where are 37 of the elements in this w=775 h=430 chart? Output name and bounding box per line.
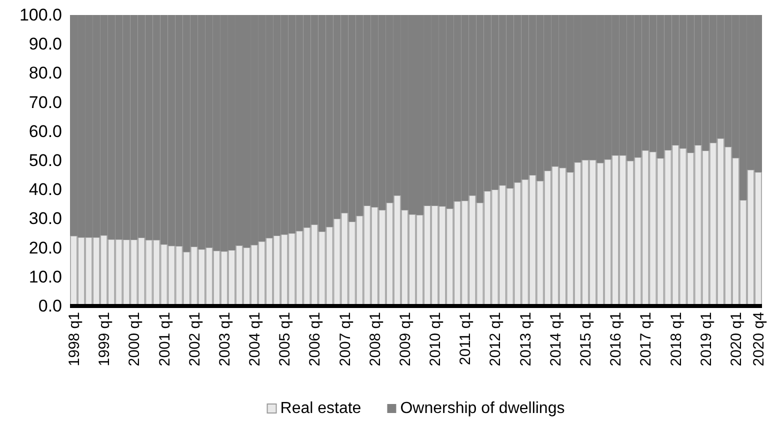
x-tick-label: 2004 q1 — [246, 312, 264, 366]
x-tick-label: 2003 q1 — [216, 312, 234, 366]
x-tick-label: 2000 q1 — [126, 312, 144, 366]
x-tick-label: 2017 q1 — [638, 312, 655, 366]
x-tick-label: 2010 q1 — [427, 312, 444, 366]
x-tick-label: 2018 q1 — [668, 312, 685, 366]
y-tick-label: 30.0 — [28, 209, 62, 228]
legend-label: Real estate — [280, 400, 362, 417]
x-tick-label: 2011 q1 — [457, 312, 474, 366]
y-tick-label: 10.0 — [28, 267, 62, 286]
x-tick-label: 2014 q1 — [547, 312, 564, 366]
y-tick-label: 20.0 — [28, 238, 62, 258]
x-tick-label: 2009 q1 — [396, 312, 414, 366]
y-tick-label: 100.0 — [19, 5, 62, 24]
x-tick-label: 2019 q1 — [698, 312, 715, 366]
x-tick-label: 1999 q1 — [96, 312, 114, 366]
y-tick-label: 60.0 — [28, 122, 62, 141]
x-tick-label: 2020 q4 — [750, 312, 768, 366]
y-tick-label: 70.0 — [28, 92, 62, 112]
x-tick-label: 2012 q1 — [487, 312, 504, 366]
x-tick-label: 2001 q1 — [156, 312, 174, 366]
y-tick-label: 90.0 — [28, 34, 62, 54]
x-tick-label: 1998 q1 — [66, 312, 84, 366]
x-tick-label: 2008 q1 — [366, 312, 384, 366]
x-tick-label: 2016 q1 — [608, 312, 625, 366]
x-tick-label: 2002 q1 — [186, 312, 204, 366]
y-tick-label: 0.0 — [38, 296, 62, 316]
x-tick-label: 2005 q1 — [276, 312, 294, 366]
y-tick-label: 50.0 — [28, 150, 62, 170]
legend-label: Ownership of dwellings — [400, 400, 565, 417]
x-tick-label: 2020 q1 — [728, 312, 745, 366]
x-tick-label: 2006 q1 — [306, 312, 324, 366]
x-tick-label: 2007 q1 — [336, 312, 354, 366]
y-tick-label: 40.0 — [28, 180, 62, 200]
x-tick-label: 2013 q1 — [517, 312, 534, 366]
y-tick-label: 80.0 — [28, 64, 62, 83]
x-tick-label: 2015 q1 — [577, 312, 594, 366]
